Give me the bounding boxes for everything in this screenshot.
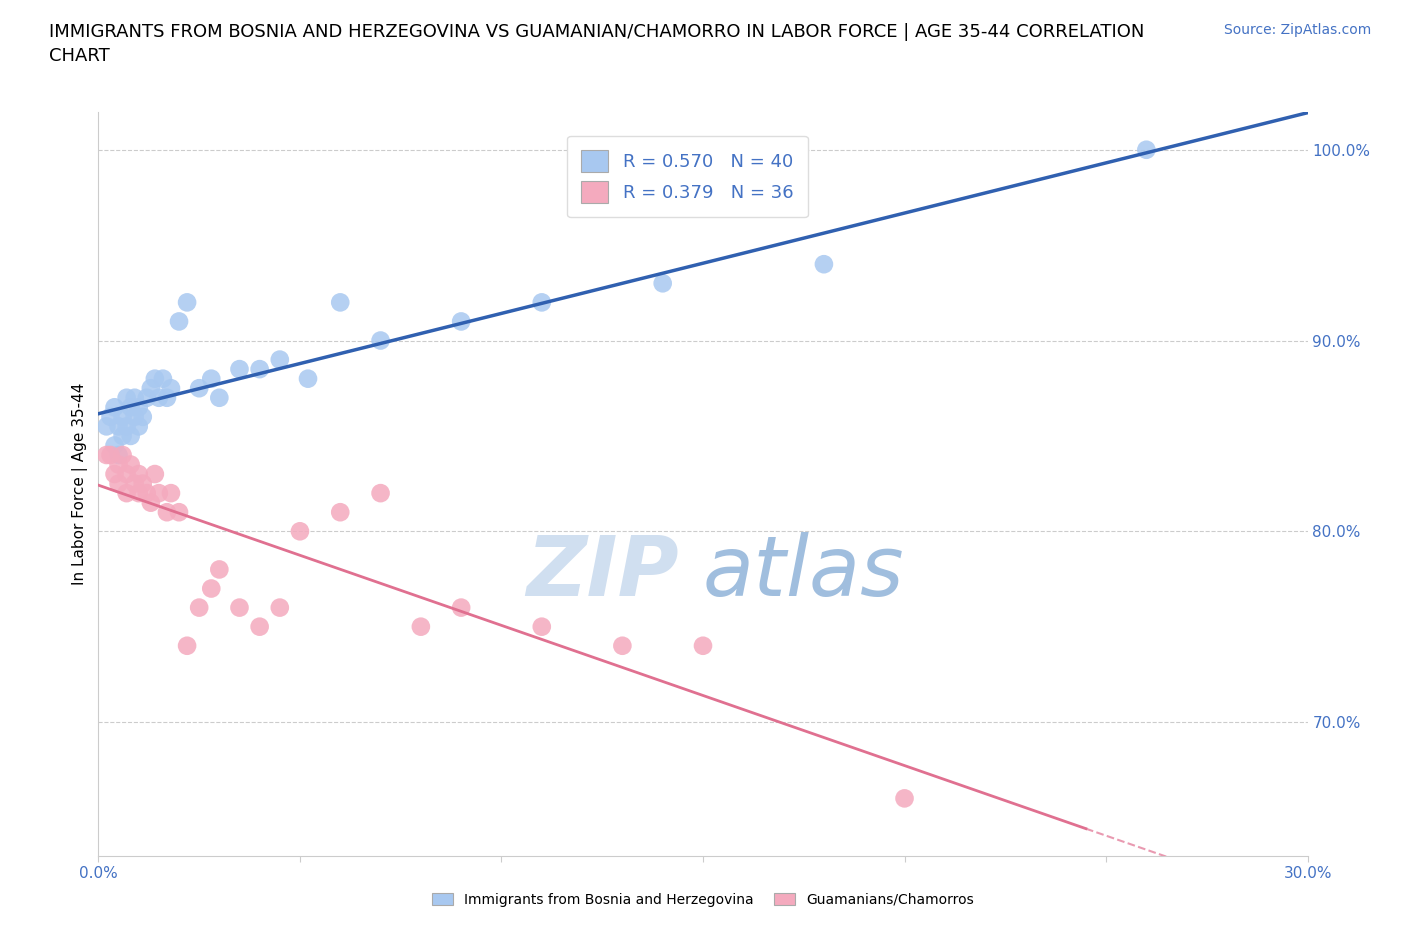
Point <box>156 505 179 520</box>
Point <box>651 276 673 291</box>
Point <box>208 391 231 405</box>
Point <box>103 467 125 482</box>
Text: IMMIGRANTS FROM BOSNIA AND HERZEGOVINA VS GUAMANIAN/CHAMORRO IN LABOR FORCE | AG: IMMIGRANTS FROM BOSNIA AND HERZEGOVINA V… <box>49 23 1144 65</box>
Point <box>288 524 311 538</box>
Point <box>115 485 138 500</box>
Point <box>103 400 125 415</box>
Point <box>115 418 138 433</box>
Point <box>143 467 166 482</box>
Point <box>111 409 134 424</box>
Point <box>297 371 319 386</box>
Point <box>893 790 915 805</box>
Point <box>152 371 174 386</box>
Point <box>111 447 134 462</box>
Point <box>156 391 179 405</box>
Point <box>1135 142 1157 157</box>
Text: ZIP: ZIP <box>526 532 679 614</box>
Point <box>370 333 392 348</box>
Point <box>269 600 291 615</box>
Point <box>107 476 129 491</box>
Point <box>135 485 157 500</box>
Point <box>124 391 146 405</box>
Point <box>208 562 231 577</box>
Point <box>124 409 146 424</box>
Point <box>128 485 150 500</box>
Text: atlas: atlas <box>703 532 904 614</box>
Point <box>128 400 150 415</box>
Point <box>111 429 134 444</box>
Point <box>612 638 634 653</box>
Point <box>409 619 432 634</box>
Point <box>135 391 157 405</box>
Point <box>692 638 714 653</box>
Point <box>139 496 162 511</box>
Point <box>107 447 129 462</box>
Point <box>148 391 170 405</box>
Legend: R = 0.570   N = 40, R = 0.379   N = 36: R = 0.570 N = 40, R = 0.379 N = 36 <box>567 136 808 218</box>
Point <box>107 418 129 433</box>
Point <box>103 438 125 453</box>
Point <box>148 485 170 500</box>
Point <box>530 619 553 634</box>
Point <box>329 505 352 520</box>
Point <box>200 371 222 386</box>
Point <box>249 362 271 377</box>
Point <box>100 409 122 424</box>
Legend: Immigrants from Bosnia and Herzegovina, Guamanians/Chamorros: Immigrants from Bosnia and Herzegovina, … <box>425 886 981 914</box>
Point <box>450 314 472 329</box>
Point <box>269 352 291 367</box>
Point <box>160 485 183 500</box>
Point <box>132 476 155 491</box>
Point <box>96 418 118 433</box>
Point <box>160 380 183 395</box>
Point <box>188 380 211 395</box>
Point <box>176 295 198 310</box>
Point <box>128 467 150 482</box>
Point <box>200 581 222 596</box>
Point <box>120 400 142 415</box>
Point <box>139 380 162 395</box>
Point <box>115 391 138 405</box>
Point <box>143 371 166 386</box>
Point <box>167 505 190 520</box>
Point <box>228 600 250 615</box>
Point <box>370 485 392 500</box>
Point <box>176 638 198 653</box>
Point <box>124 476 146 491</box>
Point <box>249 619 271 634</box>
Point <box>115 467 138 482</box>
Point <box>107 457 129 472</box>
Point <box>188 600 211 615</box>
Point <box>132 409 155 424</box>
Point <box>329 295 352 310</box>
Text: Source: ZipAtlas.com: Source: ZipAtlas.com <box>1223 23 1371 37</box>
Point <box>450 600 472 615</box>
Point <box>96 447 118 462</box>
Point <box>530 295 553 310</box>
Point <box>167 314 190 329</box>
Point <box>228 362 250 377</box>
Point <box>813 257 835 272</box>
Point <box>120 429 142 444</box>
Point <box>128 418 150 433</box>
Point <box>100 447 122 462</box>
Y-axis label: In Labor Force | Age 35-44: In Labor Force | Age 35-44 <box>72 382 89 585</box>
Point <box>120 457 142 472</box>
